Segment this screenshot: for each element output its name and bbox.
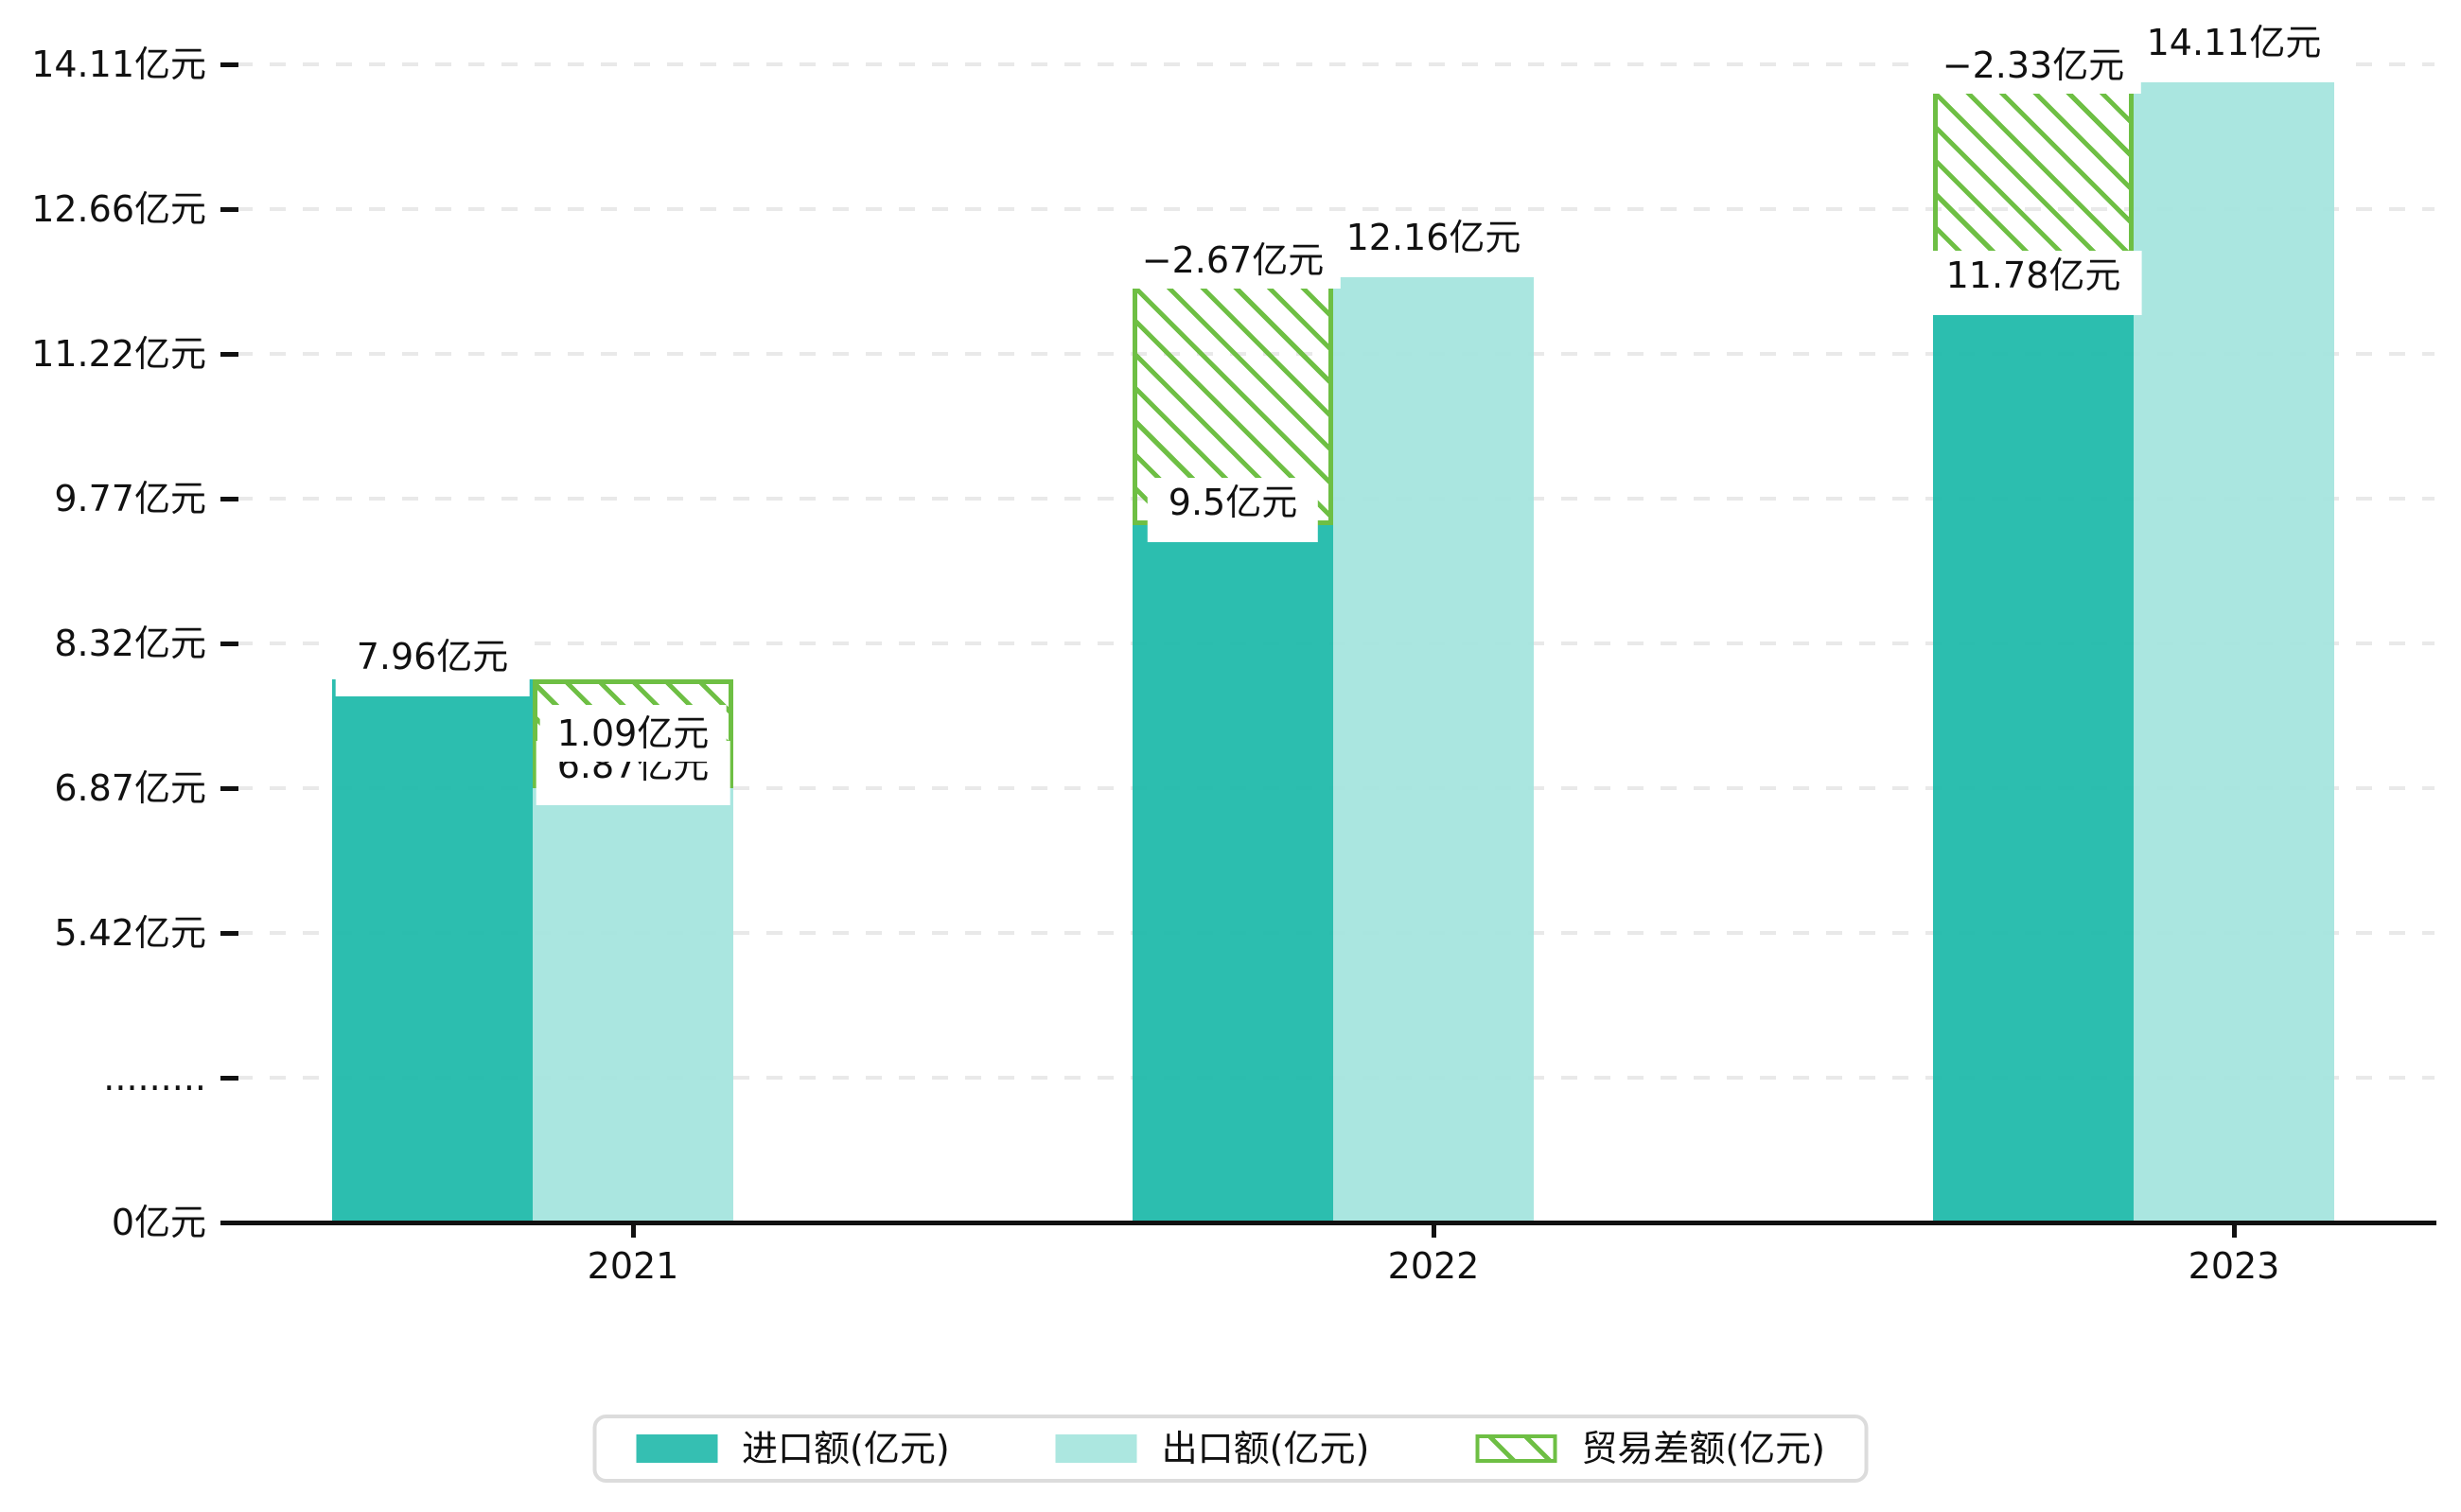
y-tick-label: 9.77亿元: [54, 478, 206, 519]
y-tick-label: 14.11亿元: [31, 44, 206, 85]
legend-label-import: 进口额(亿元): [742, 1428, 950, 1469]
y-tick-label: .........: [103, 1057, 206, 1099]
import-value-label: 7.96亿元: [335, 631, 530, 696]
x-tick-label: 2022: [1387, 1245, 1480, 1287]
bar-import-2021: [332, 678, 533, 1222]
import-swatch-icon: [636, 1434, 718, 1463]
y-tick-label: 5.42亿元: [54, 912, 206, 954]
y-tick-mark: [220, 931, 238, 936]
balance-value-label: −2.67亿元: [1124, 231, 1342, 289]
gridline: [237, 62, 2435, 66]
y-tick-label: 0亿元: [111, 1202, 206, 1243]
x-tick-mark: [1432, 1222, 1436, 1238]
import-value-label: 11.78亿元: [1925, 250, 2142, 315]
bar-import-2023: [1933, 297, 2134, 1222]
bar-export-2021: [533, 788, 733, 1222]
legend: 进口额(亿元) 出口额(亿元) 贸易差额(亿元): [592, 1415, 1869, 1483]
x-tick-label: 2023: [2188, 1245, 2280, 1287]
bar-export-2023: [2134, 65, 2334, 1222]
export-value-label: 12.16亿元: [1325, 212, 1542, 277]
y-tick-mark: [220, 352, 238, 357]
legend-item-import: 进口额(亿元): [636, 1427, 950, 1470]
balance-value-label: −2.33亿元: [1925, 37, 2142, 95]
x-axis-line: [220, 1221, 2436, 1225]
legend-label-export: 出口额(亿元): [1161, 1428, 1370, 1469]
legend-item-export: 出口额(亿元): [1055, 1427, 1370, 1470]
legend-label-balance: 贸易差额(亿元): [1581, 1428, 1825, 1469]
export-swatch-icon: [1055, 1434, 1137, 1463]
import-value-label: 9.5亿元: [1147, 478, 1319, 543]
balance-value-label: 1.09亿元: [539, 705, 727, 763]
gridline: [237, 207, 2435, 211]
y-tick-label: 8.32亿元: [54, 623, 206, 664]
x-tick-mark: [2232, 1222, 2237, 1238]
bar-export-2022: [1333, 259, 1534, 1222]
y-tick-label: 6.87亿元: [54, 767, 206, 809]
y-tick-mark: [220, 62, 238, 67]
y-tick-label: 12.66亿元: [31, 188, 206, 230]
x-tick-label: 2021: [587, 1245, 679, 1287]
x-tick-mark: [631, 1222, 636, 1238]
export-value-label: 14.11亿元: [2125, 18, 2343, 83]
y-tick-mark: [220, 207, 238, 212]
legend-item-balance: 贸易差额(亿元): [1475, 1427, 1825, 1470]
balance-hatch-swatch-icon: [1475, 1434, 1557, 1463]
bar-import-2022: [1133, 525, 1333, 1222]
y-tick-mark: [220, 1076, 238, 1081]
y-tick-mark: [220, 642, 238, 646]
y-tick-mark: [220, 786, 238, 791]
y-tick-mark: [220, 497, 238, 501]
y-tick-label: 11.22亿元: [31, 333, 206, 375]
